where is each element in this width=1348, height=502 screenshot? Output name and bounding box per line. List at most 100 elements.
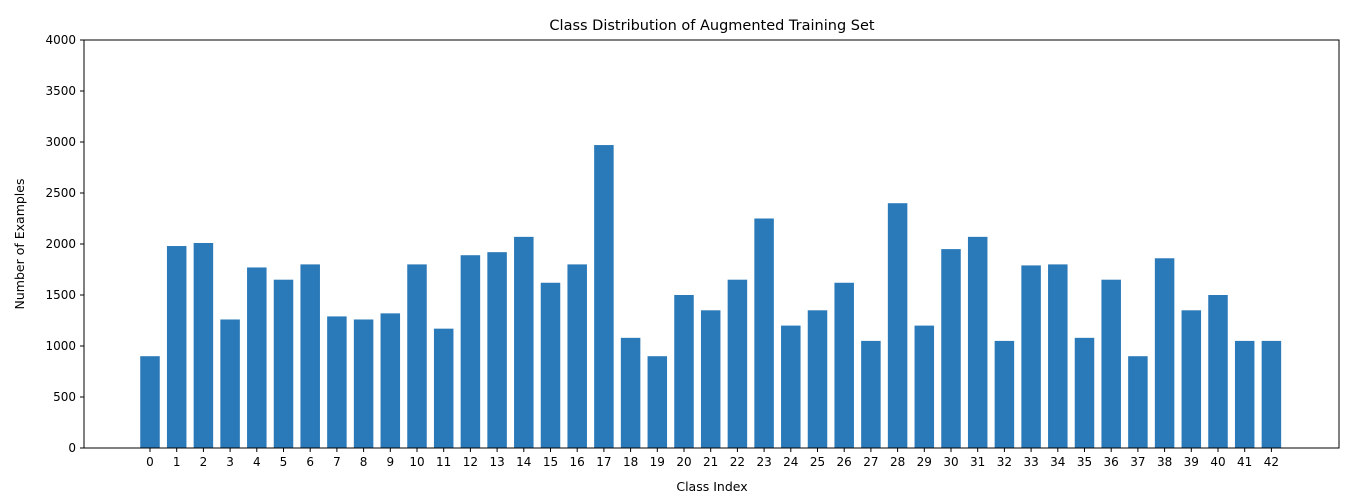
chart-title: Class Distribution of Augmented Training…: [549, 18, 874, 34]
x-tick-label: 39: [1184, 455, 1199, 469]
x-tick-label: 40: [1210, 455, 1225, 469]
bar-class-15: [540, 282, 561, 448]
bar-class-38: [1154, 258, 1175, 448]
x-tick-label: 8: [360, 455, 368, 469]
bar-class-16: [567, 264, 587, 448]
bar-class-21: [700, 310, 721, 448]
x-tick-label: 19: [650, 455, 665, 469]
x-tick-label: 30: [943, 455, 958, 469]
bars-group: [140, 145, 1282, 448]
x-tick-label: 24: [783, 455, 798, 469]
y-tick-label: 500: [53, 390, 76, 404]
bar-class-24: [781, 325, 801, 448]
bar-class-32: [994, 340, 1015, 448]
bar-class-37: [1128, 356, 1148, 448]
bar-class-41: [1234, 340, 1255, 448]
x-tick-label: 41: [1237, 455, 1252, 469]
bar-class-23: [754, 218, 774, 448]
bar-class-5: [273, 279, 294, 448]
x-tick-label: 18: [623, 455, 638, 469]
y-tick-label: 1000: [45, 339, 76, 353]
x-tick-label: 12: [463, 455, 478, 469]
bar-class-42: [1261, 340, 1282, 448]
bar-class-29: [914, 325, 935, 448]
y-tick-label: 0: [68, 441, 76, 455]
bar-class-26: [834, 282, 854, 448]
bar-class-33: [1021, 265, 1041, 448]
x-tick-label: 28: [890, 455, 905, 469]
x-tick-label: 42: [1264, 455, 1279, 469]
y-tick-label: 2500: [45, 186, 76, 200]
x-tick-label: 1: [173, 455, 181, 469]
bar-class-9: [380, 313, 401, 448]
bar-class-0: [140, 356, 160, 448]
x-tick-label: 6: [306, 455, 314, 469]
bar-class-40: [1208, 295, 1228, 448]
bar-class-1: [166, 246, 187, 448]
bar-class-39: [1181, 310, 1202, 448]
bar-class-18: [620, 337, 641, 448]
bar-class-10: [407, 264, 427, 448]
x-tick-label: 34: [1050, 455, 1065, 469]
bar-class-36: [1101, 279, 1121, 448]
x-tick-label: 31: [970, 455, 985, 469]
bar-class-17: [594, 145, 614, 448]
x-tick-label: 36: [1104, 455, 1119, 469]
bar-class-22: [727, 279, 748, 448]
x-tick-label: 11: [436, 455, 451, 469]
bar-class-31: [967, 236, 988, 448]
y-tick-label: 2000: [45, 237, 76, 251]
plot-frame: [83, 39, 1340, 449]
bar-class-2: [193, 242, 214, 448]
bar-class-4: [247, 267, 267, 448]
x-tick-label: 33: [1023, 455, 1038, 469]
y-tick-label: 3500: [45, 84, 76, 98]
bar-class-11: [433, 328, 454, 448]
bar-class-20: [674, 295, 694, 448]
y-tick-label: 4000: [45, 33, 76, 47]
x-tick-label: 3: [226, 455, 234, 469]
bar-class-34: [1048, 264, 1068, 448]
bar-class-7: [327, 316, 347, 448]
bar-class-27: [861, 340, 881, 448]
x-tick-label: 37: [1130, 455, 1145, 469]
bar-class-8: [353, 319, 374, 448]
bar-class-14: [514, 236, 534, 448]
x-tick-label: 27: [863, 455, 878, 469]
x-tick-label: 4: [253, 455, 261, 469]
x-tick-label: 13: [489, 455, 504, 469]
x-tick-label: 5: [280, 455, 288, 469]
x-tick-label: 29: [917, 455, 932, 469]
x-tick-label: 0: [146, 455, 154, 469]
y-axis-ticks: 0 500 1000 1500 2000 2500 3000 3500 4000: [45, 33, 84, 455]
x-tick-label: 20: [676, 455, 691, 469]
bar-class-19: [647, 356, 668, 448]
x-tick-label: 17: [596, 455, 611, 469]
x-tick-label: 32: [997, 455, 1012, 469]
x-tick-label: 2: [200, 455, 208, 469]
bar-class-25: [807, 310, 828, 448]
x-tick-label: 22: [730, 455, 745, 469]
x-tick-label: 10: [409, 455, 424, 469]
x-tick-label: 38: [1157, 455, 1172, 469]
y-tick-label: 3000: [45, 135, 76, 149]
bar-class-12: [460, 255, 481, 448]
bar-class-3: [220, 319, 240, 448]
bar-class-30: [941, 249, 961, 448]
x-tick-label: 16: [570, 455, 585, 469]
x-tick-label: 7: [333, 455, 341, 469]
x-axis-ticks: 0 1 2 3 4 5 6 7 8 9 10 11 12 13 14 15 16 17 18 19 20 21 22 23 24…: [146, 448, 1279, 469]
x-tick-label: 21: [703, 455, 718, 469]
y-tick-label: 1500: [45, 288, 76, 302]
x-tick-label: 23: [756, 455, 771, 469]
bar-class-6: [300, 264, 320, 448]
y-axis-label: Number of Examples: [12, 179, 27, 310]
bar-class-35: [1074, 337, 1095, 448]
bar-class-13: [487, 252, 507, 448]
x-tick-label: 15: [543, 455, 558, 469]
x-tick-label: 14: [516, 455, 531, 469]
bar-class-28: [887, 203, 908, 448]
x-tick-label: 9: [386, 455, 394, 469]
